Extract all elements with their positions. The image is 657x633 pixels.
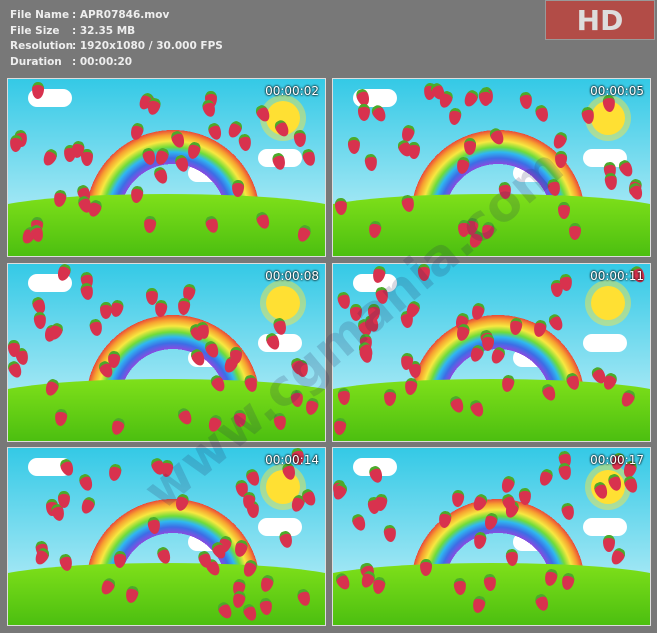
strawberry: [417, 264, 431, 282]
cloud: [258, 518, 302, 536]
strawberry: [350, 512, 368, 533]
video-thumbnail[interactable]: 00:00:08: [7, 263, 326, 442]
sun: [266, 286, 300, 320]
strawberry: [373, 493, 389, 512]
info-row-duration: Duration: 00:00:20: [10, 55, 133, 68]
strawberry: [364, 153, 378, 172]
strawberry: [33, 311, 47, 330]
file-info: File Name: APR07846.mov File Size: 32.35…: [10, 8, 223, 70]
timecode: 00:00:11: [590, 269, 644, 283]
strawberry: [107, 463, 123, 482]
info-row-file-name: File Name: APR07846.mov: [10, 9, 170, 21]
hd-badge: HD: [545, 0, 655, 40]
sun: [591, 286, 625, 320]
strawberry: [461, 88, 481, 109]
video-thumbnail[interactable]: 00:00:05: [332, 78, 651, 257]
video-thumbnail[interactable]: 00:00:14: [7, 447, 326, 626]
strawberry: [81, 149, 93, 166]
grass: [8, 563, 325, 625]
timecode: 00:00:14: [265, 453, 319, 467]
grass: [333, 563, 650, 625]
strawberry: [627, 181, 645, 202]
strawberry: [367, 303, 381, 322]
cloud: [583, 334, 627, 352]
cloud: [583, 149, 627, 167]
strawberry: [616, 158, 636, 179]
strawberry: [603, 535, 615, 552]
timecode: 00:00:02: [265, 84, 319, 98]
strawberry: [349, 303, 363, 322]
info-row-resolution: Resolution: 1920x1080 / 30.000 FPS: [10, 40, 223, 52]
strawberry: [383, 524, 397, 543]
strawberry: [347, 136, 361, 155]
strawberry: [519, 91, 533, 110]
strawberry: [357, 103, 371, 122]
grass: [333, 379, 650, 441]
strawberry: [293, 129, 307, 148]
video-thumbnail[interactable]: 00:00:11: [332, 263, 651, 442]
video-thumbnail[interactable]: 00:00:17: [332, 447, 651, 626]
cloud: [583, 518, 627, 536]
timecode: 00:00:17: [590, 453, 644, 467]
strawberry: [300, 147, 318, 168]
video-thumbnail[interactable]: 00:00:02: [7, 78, 326, 257]
strawberry: [40, 147, 60, 168]
cloud: [353, 274, 397, 292]
strawberry: [622, 474, 640, 495]
strawberry: [57, 490, 71, 509]
strawberry: [408, 142, 420, 159]
strawberry: [558, 202, 570, 219]
strawberry: [557, 462, 573, 481]
strawberry: [9, 134, 23, 153]
strawberry: [537, 467, 555, 488]
strawberry: [604, 172, 618, 191]
strawberry: [356, 340, 376, 361]
info-row-file-size: File Size: 32.35 MB: [10, 24, 136, 37]
timecode: 00:00:08: [265, 269, 319, 283]
timecode: 00:00:05: [590, 84, 644, 98]
